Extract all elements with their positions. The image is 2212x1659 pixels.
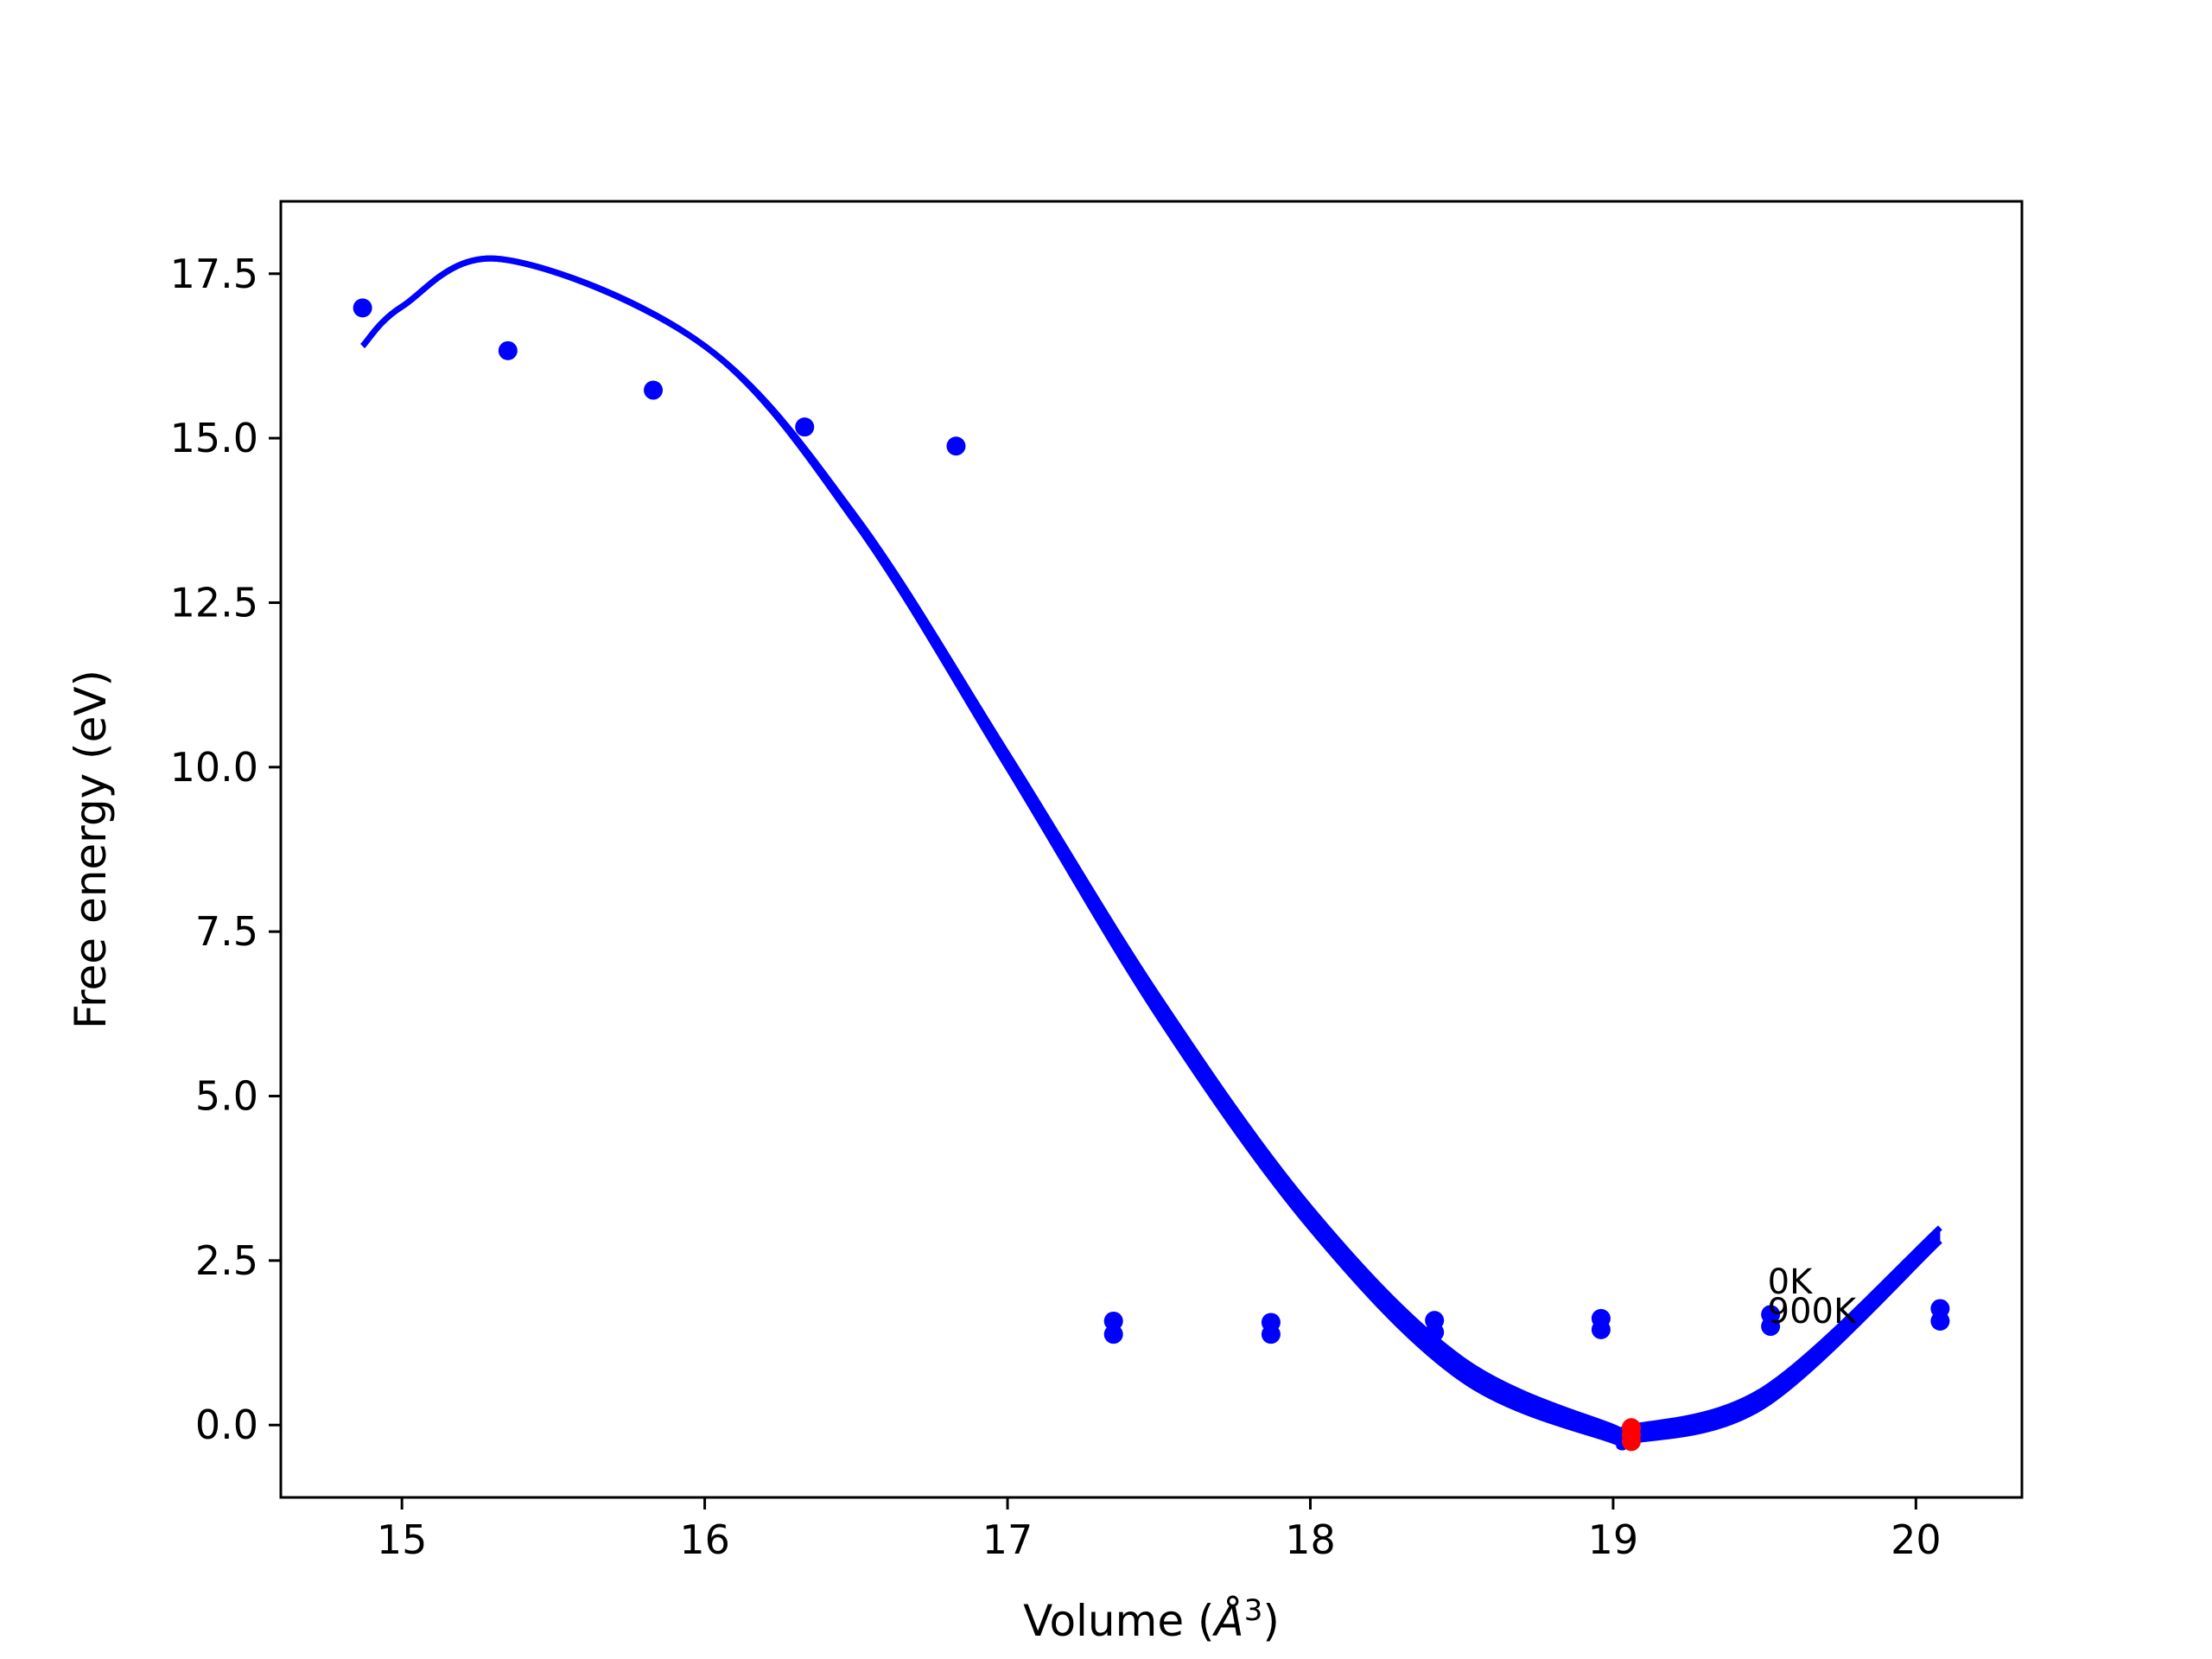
plot-frame <box>279 200 2024 1499</box>
temperature-label: 900K <box>1768 1292 1858 1332</box>
y-tick-label: 2.5 <box>195 1237 258 1284</box>
temperature-label: 0K <box>1768 1262 1814 1302</box>
y-axis-label: Free energy (eV) <box>66 670 116 1029</box>
data-point <box>353 298 372 318</box>
x-tick-label: 16 <box>679 1516 730 1563</box>
x-tick-label: 19 <box>1588 1516 1639 1563</box>
x-axis-ticks: 15 16 17 18 19 20 <box>377 1497 1942 1563</box>
data-point <box>795 417 815 437</box>
data-point <box>1103 1325 1123 1344</box>
data-points <box>353 298 1950 1344</box>
x-tick-label: 20 <box>1891 1516 1942 1563</box>
data-point <box>1591 1319 1611 1339</box>
data-point <box>1930 1311 1950 1331</box>
data-point <box>1761 1317 1781 1337</box>
y-tick-label: 17.5 <box>170 251 258 297</box>
y-tick-label: 7.5 <box>195 908 258 955</box>
data-point <box>1425 1322 1445 1342</box>
x-tick-label: 17 <box>982 1516 1033 1563</box>
data-point <box>498 340 518 360</box>
data-point <box>1103 1311 1123 1331</box>
data-point <box>1261 1325 1281 1344</box>
y-tick-label: 15.0 <box>170 415 258 461</box>
data-point <box>946 436 966 456</box>
y-tick-label: 12.5 <box>170 579 258 626</box>
x-tick-label: 18 <box>1285 1516 1336 1563</box>
minimum-markers <box>1621 1418 1641 1452</box>
x-axis-label: Volume (Å3) <box>1023 1593 1280 1646</box>
minimum-point <box>1621 1432 1641 1452</box>
y-tick-label: 0.0 <box>195 1402 258 1448</box>
x-tick-label: 15 <box>377 1516 428 1563</box>
y-tick-label: 10.0 <box>170 744 258 791</box>
y-tick-label: 5.0 <box>195 1073 258 1120</box>
data-point <box>644 380 664 400</box>
y-axis-ticks: 0.0 2.5 5.0 7.5 10.0 12.5 15.0 17.5 <box>170 251 281 1448</box>
